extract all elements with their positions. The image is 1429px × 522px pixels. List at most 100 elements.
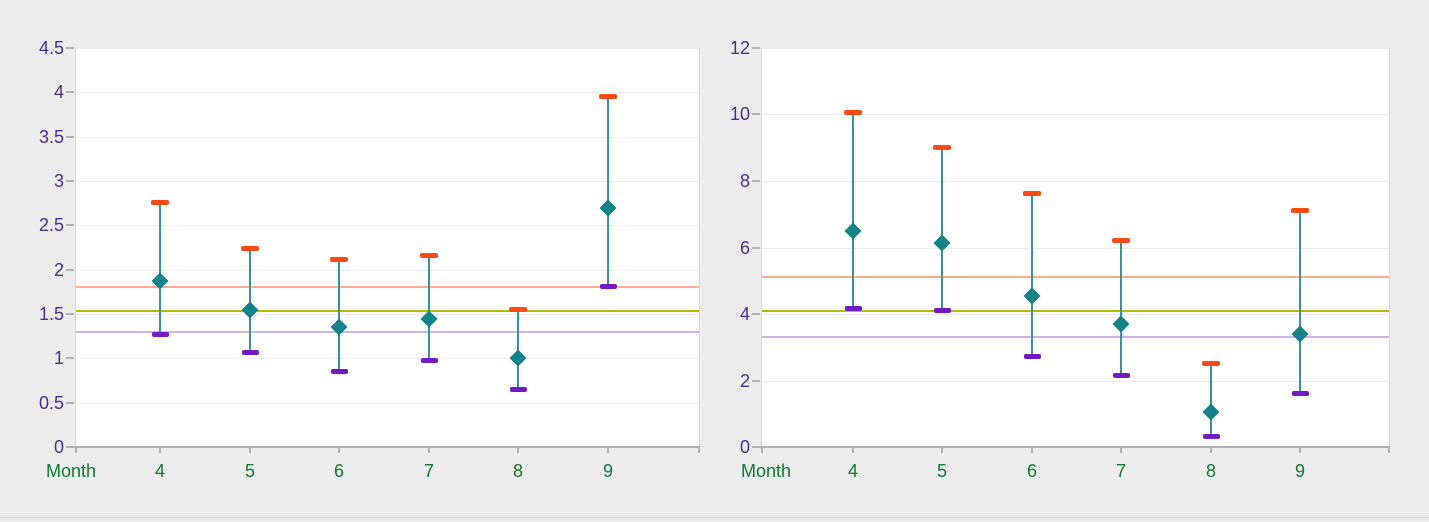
y-tick-label: 6 [739, 238, 750, 258]
y-tick-mark [752, 113, 760, 115]
max-cap [509, 307, 527, 312]
max-cap [241, 246, 259, 251]
y-tick-label: 1.5 [38, 304, 64, 324]
min-cap [1203, 434, 1220, 439]
x-tick-mark [1210, 448, 1212, 453]
max-cap [844, 110, 862, 115]
whisker [852, 113, 854, 309]
max-cap [1291, 208, 1309, 213]
x-tick-mark [698, 448, 700, 453]
y-tick-mark [752, 313, 760, 315]
max-cap [599, 94, 617, 99]
x-tick-label: 8 [512, 461, 523, 481]
gridline [762, 48, 1389, 49]
gridline [76, 225, 699, 226]
gridline [76, 48, 699, 49]
whisker [1210, 364, 1212, 437]
y-tick-mark [752, 180, 760, 182]
y-tick-mark [66, 313, 74, 315]
max-cap [420, 253, 438, 258]
max-cap [1112, 238, 1130, 243]
plot-area [75, 48, 700, 447]
chart-left[interactable]: 0 0.5 1 1.5 2 2.5 3 3.5 4 4.5 4 5 6 7 8 9 Month [0, 0, 714, 522]
max-cap [151, 200, 169, 205]
y-tick-label: 4 [739, 304, 750, 324]
x-tick-mark [338, 448, 340, 453]
y-tick-mark [752, 47, 760, 49]
y-tick-mark [66, 224, 74, 226]
x-tick-mark [607, 448, 609, 453]
max-cap [330, 257, 348, 262]
y-tick-label: 0 [53, 437, 64, 457]
y-tick-mark [752, 247, 760, 249]
y-tick-label: 2.5 [38, 215, 64, 235]
gridline [762, 181, 1389, 182]
x-tick-mark [761, 448, 763, 453]
gridline [76, 270, 699, 271]
y-tick-mark [66, 357, 74, 359]
y-tick-label: 1 [53, 348, 64, 368]
x-tick-mark [75, 448, 77, 453]
x-tick-mark [1299, 448, 1301, 453]
max-cap [933, 145, 951, 150]
whisker [941, 148, 943, 311]
x-tick-label: 9 [602, 461, 613, 481]
min-cap [510, 387, 527, 392]
min-cap [421, 358, 438, 363]
x-tick-label: 5 [936, 461, 947, 481]
y-tick-label: 0 [739, 437, 750, 457]
min-cap [600, 284, 617, 289]
min-cap [1024, 354, 1041, 359]
gridline [762, 114, 1389, 115]
reference-line [762, 276, 1389, 278]
x-axis-line [752, 446, 1390, 448]
gridline [76, 92, 699, 93]
min-cap [934, 308, 951, 313]
y-tick-label: 10 [729, 104, 750, 124]
whisker [428, 256, 430, 361]
gridline [76, 314, 699, 315]
y-tick-mark [66, 47, 74, 49]
gridline [762, 248, 1389, 249]
x-tick-label: 5 [244, 461, 255, 481]
y-tick-label: 2 [53, 260, 64, 280]
chart-right[interactable]: 0 2 4 6 8 10 12 4 5 6 7 8 9 Month [714, 0, 1429, 522]
y-tick-mark [66, 180, 74, 182]
x-tick-label: 7 [423, 461, 434, 481]
y-tick-mark [752, 380, 760, 382]
x-tick-label: 4 [154, 461, 165, 481]
y-tick-label: 0.5 [38, 393, 64, 413]
reference-line [762, 336, 1389, 338]
x-tick-mark [517, 448, 519, 453]
x-tick-mark [249, 448, 251, 453]
y-tick-mark [66, 136, 74, 138]
min-cap [331, 369, 348, 374]
gridline [76, 403, 699, 404]
gridline [762, 381, 1389, 382]
whisker [1299, 211, 1301, 394]
bottom-divider [0, 517, 1429, 518]
y-tick-label: 8 [739, 171, 750, 191]
y-tick-label: 3 [53, 171, 64, 191]
reference-line [76, 310, 699, 312]
max-cap [1023, 191, 1041, 196]
y-tick-label: 3.5 [38, 127, 64, 147]
gridline [76, 137, 699, 138]
y-tick-label: 4 [53, 82, 64, 102]
whisker [159, 203, 161, 335]
x-tick-mark [428, 448, 430, 453]
reference-line [76, 286, 699, 288]
x-tick-label: 6 [1026, 461, 1037, 481]
x-tick-mark [159, 448, 161, 453]
x-tick-label: 7 [1115, 461, 1126, 481]
x-tick-mark [1388, 448, 1390, 453]
whisker [249, 249, 251, 353]
gridline [76, 358, 699, 359]
max-cap [1202, 361, 1220, 366]
x-axis-title: Month [740, 461, 792, 481]
y-tick-label: 2 [739, 371, 750, 391]
x-tick-label: 9 [1294, 461, 1305, 481]
gridline [762, 314, 1389, 315]
x-tick-mark [1031, 448, 1033, 453]
